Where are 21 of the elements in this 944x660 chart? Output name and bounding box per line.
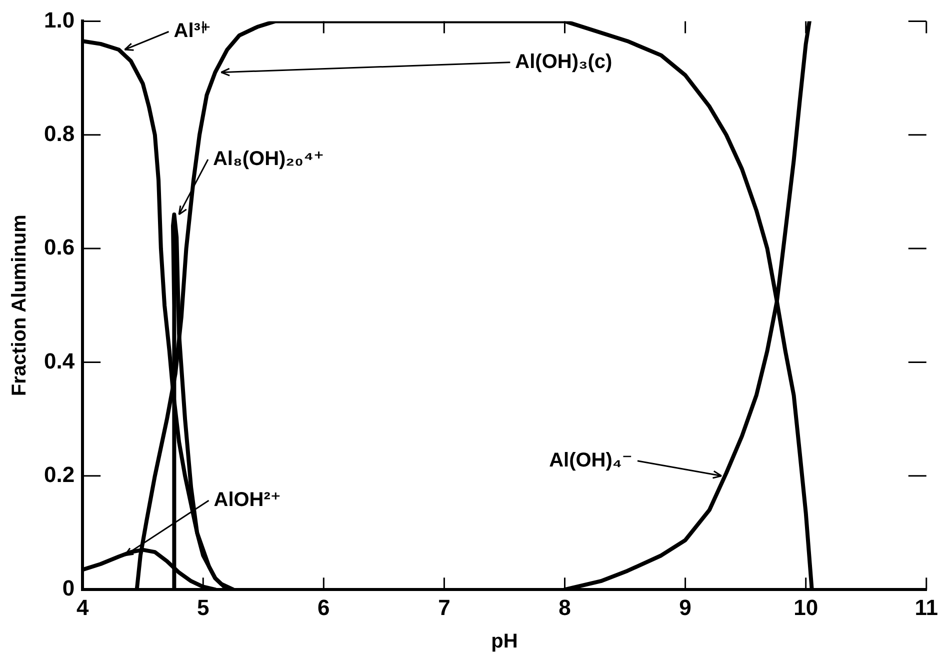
x-tick-label: 5 (197, 594, 210, 620)
x-tick-label: 8 (558, 594, 571, 620)
y-tick-label: 1.0 (44, 7, 75, 32)
y-tick-label: 0.8 (44, 120, 75, 146)
y-tick-label: 0 (62, 576, 75, 601)
x-tick-label: 9 (679, 594, 692, 620)
x-tick-label: 4 (76, 594, 90, 620)
annotation: Al³⁺ (174, 20, 211, 42)
y-tick-label: 0.4 (44, 348, 76, 374)
annotation: Al₈(OH)₂₀⁴⁺ (212, 148, 324, 170)
y-tick-label: 0.2 (44, 462, 75, 487)
x-axis-title: pH (491, 630, 518, 653)
y-tick-label: 0.6 (44, 234, 75, 260)
x-tick-label: 11 (914, 594, 938, 620)
annotation: Al(OH)₄⁻ (549, 449, 632, 472)
x-tick-label: 6 (318, 594, 330, 620)
annotation: AlOH²⁺ (214, 489, 281, 512)
x-tick-label: 7 (438, 594, 450, 620)
y-axis-title: Fraction Aluminum (8, 214, 31, 396)
x-tick-label: 10 (794, 594, 818, 620)
annotation: Al(OH)₃(c) (515, 50, 612, 73)
